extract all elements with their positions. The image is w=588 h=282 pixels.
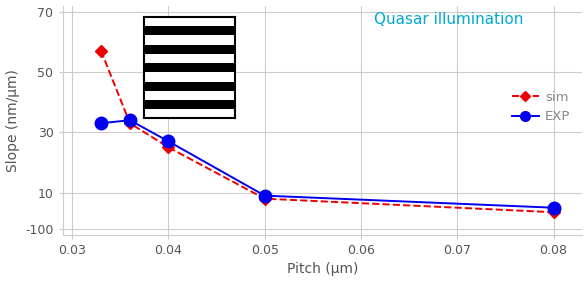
Bar bbox=[144, 109, 235, 118]
Legend: sim, EXP: sim, EXP bbox=[507, 85, 576, 129]
Bar bbox=[144, 35, 235, 45]
X-axis label: Pitch (μm): Pitch (μm) bbox=[287, 263, 358, 276]
Bar bbox=[144, 91, 235, 100]
Text: Quasar illumination: Quasar illumination bbox=[375, 12, 524, 27]
Y-axis label: Slope (nm/μm): Slope (nm/μm) bbox=[5, 69, 19, 172]
Bar bbox=[144, 54, 235, 63]
Bar bbox=[144, 72, 235, 81]
Bar bbox=[144, 17, 235, 26]
